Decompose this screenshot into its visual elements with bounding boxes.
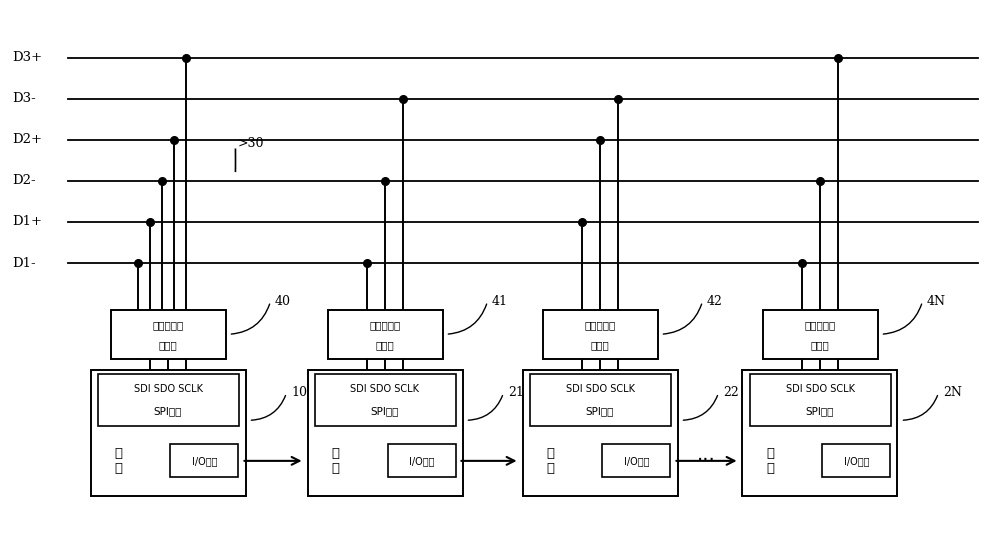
Bar bbox=[822, 444, 890, 477]
Text: 差分信号转: 差分信号转 bbox=[804, 321, 836, 330]
Bar bbox=[308, 370, 462, 496]
Text: 换模块: 换模块 bbox=[591, 340, 609, 350]
Text: D1-: D1- bbox=[12, 256, 36, 270]
Bar bbox=[111, 310, 226, 359]
Bar bbox=[602, 444, 670, 477]
Text: SPI接口: SPI接口 bbox=[154, 406, 182, 416]
Text: I/O接口: I/O接口 bbox=[409, 456, 434, 466]
Text: D2-: D2- bbox=[12, 174, 36, 187]
Text: SDI SDO SCLK: SDI SDO SCLK bbox=[351, 384, 420, 395]
Text: D3+: D3+ bbox=[12, 51, 42, 64]
Bar bbox=[91, 370, 246, 496]
Text: 10: 10 bbox=[292, 386, 308, 399]
Text: 换模块: 换模块 bbox=[811, 340, 829, 350]
Bar bbox=[314, 374, 456, 426]
Text: I/O接口: I/O接口 bbox=[624, 456, 649, 466]
Bar bbox=[98, 374, 239, 426]
Text: SDI SDO SCLK: SDI SDO SCLK bbox=[134, 384, 202, 395]
Text: 41: 41 bbox=[492, 295, 508, 308]
Text: ···: ··· bbox=[697, 452, 716, 470]
Text: 从
机: 从 机 bbox=[767, 447, 774, 475]
Bar bbox=[522, 370, 678, 496]
Text: 22: 22 bbox=[724, 386, 739, 399]
Text: SDI SDO SCLK: SDI SDO SCLK bbox=[566, 384, 635, 395]
Text: 42: 42 bbox=[706, 295, 722, 308]
Text: SPI接口: SPI接口 bbox=[586, 406, 614, 416]
Bar bbox=[328, 310, 442, 359]
Text: 差分信号转: 差分信号转 bbox=[152, 321, 184, 330]
Text: 差分信号转: 差分信号转 bbox=[369, 321, 401, 330]
Text: 40: 40 bbox=[274, 295, 290, 308]
Text: 主
机: 主 机 bbox=[115, 447, 123, 475]
Text: 换模块: 换模块 bbox=[159, 340, 177, 350]
Text: SDI SDO SCLK: SDI SDO SCLK bbox=[786, 384, 854, 395]
Text: 差分信号转: 差分信号转 bbox=[584, 321, 616, 330]
Text: 4N: 4N bbox=[926, 295, 946, 308]
Bar bbox=[530, 374, 670, 426]
Bar bbox=[388, 444, 456, 477]
Text: 从
机: 从 机 bbox=[332, 447, 340, 475]
Bar bbox=[750, 374, 891, 426]
Bar bbox=[763, 310, 878, 359]
Text: 换模块: 换模块 bbox=[376, 340, 394, 350]
Text: 21: 21 bbox=[509, 386, 524, 399]
Text: D1+: D1+ bbox=[12, 215, 42, 229]
Text: I/O接口: I/O接口 bbox=[844, 456, 869, 466]
Text: D2+: D2+ bbox=[12, 133, 42, 146]
Text: D3-: D3- bbox=[12, 92, 36, 105]
Text: SPI接口: SPI接口 bbox=[371, 406, 399, 416]
Bar bbox=[170, 444, 238, 477]
Text: SPI接口: SPI接口 bbox=[806, 406, 834, 416]
Bar bbox=[742, 370, 897, 496]
Text: 从
机: 从 机 bbox=[546, 447, 554, 475]
Text: >30: >30 bbox=[238, 138, 264, 150]
Text: 2N: 2N bbox=[944, 386, 962, 399]
Text: I/O接口: I/O接口 bbox=[192, 456, 217, 466]
Bar bbox=[542, 310, 658, 359]
